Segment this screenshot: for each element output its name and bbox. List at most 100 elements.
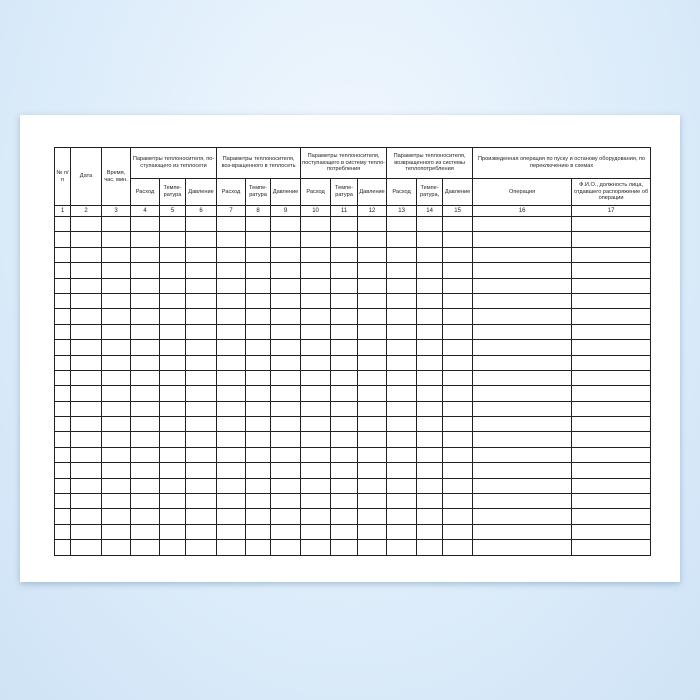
empty-cell[interactable]: [270, 277, 302, 294]
empty-cell[interactable]: [571, 292, 652, 310]
empty-cell[interactable]: [472, 354, 573, 371]
empty-cell[interactable]: [159, 477, 186, 495]
empty-cell[interactable]: [571, 231, 652, 248]
empty-cell[interactable]: [216, 308, 247, 325]
empty-cell[interactable]: [184, 339, 218, 356]
empty-cell[interactable]: [442, 493, 474, 510]
empty-cell[interactable]: [472, 416, 573, 433]
empty-cell[interactable]: [330, 477, 359, 495]
empty-cell[interactable]: [130, 493, 160, 510]
empty-cell[interactable]: [300, 539, 332, 556]
empty-cell[interactable]: [70, 308, 102, 325]
empty-cell[interactable]: [70, 400, 102, 418]
empty-cell[interactable]: [70, 523, 102, 541]
empty-cell[interactable]: [416, 523, 444, 541]
empty-cell[interactable]: [571, 431, 652, 448]
empty-cell[interactable]: [184, 385, 218, 402]
empty-cell[interactable]: [416, 508, 444, 525]
empty-cell[interactable]: [216, 323, 247, 341]
empty-cell[interactable]: [300, 354, 332, 371]
empty-cell[interactable]: [416, 215, 444, 233]
empty-cell[interactable]: [300, 400, 332, 418]
empty-cell[interactable]: [571, 385, 652, 402]
empty-cell[interactable]: [357, 292, 388, 310]
empty-cell[interactable]: [54, 462, 71, 479]
empty-cell[interactable]: [54, 323, 71, 341]
empty-cell[interactable]: [216, 231, 247, 248]
empty-cell[interactable]: [184, 231, 218, 248]
empty-cell[interactable]: [442, 508, 474, 525]
empty-cell[interactable]: [386, 539, 418, 556]
empty-cell[interactable]: [70, 354, 102, 371]
empty-cell[interactable]: [101, 493, 131, 510]
empty-cell[interactable]: [216, 493, 247, 510]
empty-cell[interactable]: [386, 215, 418, 233]
empty-cell[interactable]: [386, 277, 418, 294]
empty-cell[interactable]: [357, 539, 388, 556]
empty-cell[interactable]: [270, 369, 302, 387]
empty-cell[interactable]: [216, 462, 247, 479]
empty-cell[interactable]: [416, 246, 444, 264]
empty-cell[interactable]: [101, 477, 131, 495]
empty-cell[interactable]: [442, 262, 474, 279]
empty-cell[interactable]: [270, 400, 302, 418]
empty-cell[interactable]: [442, 231, 474, 248]
empty-cell[interactable]: [54, 246, 71, 264]
empty-cell[interactable]: [571, 508, 652, 525]
empty-cell[interactable]: [184, 354, 218, 371]
empty-cell[interactable]: [216, 354, 247, 371]
empty-cell[interactable]: [472, 323, 573, 341]
empty-cell[interactable]: [101, 385, 131, 402]
empty-cell[interactable]: [70, 323, 102, 341]
empty-cell[interactable]: [386, 369, 418, 387]
empty-cell[interactable]: [70, 416, 102, 433]
empty-cell[interactable]: [472, 477, 573, 495]
empty-cell[interactable]: [70, 369, 102, 387]
empty-cell[interactable]: [54, 477, 71, 495]
empty-cell[interactable]: [245, 477, 272, 495]
empty-cell[interactable]: [245, 308, 272, 325]
empty-cell[interactable]: [130, 308, 160, 325]
empty-cell[interactable]: [386, 354, 418, 371]
empty-cell[interactable]: [416, 493, 444, 510]
empty-cell[interactable]: [357, 431, 388, 448]
empty-cell[interactable]: [472, 385, 573, 402]
empty-cell[interactable]: [101, 431, 131, 448]
empty-cell[interactable]: [386, 523, 418, 541]
empty-cell[interactable]: [54, 231, 71, 248]
empty-cell[interactable]: [416, 539, 444, 556]
empty-cell[interactable]: [442, 292, 474, 310]
empty-cell[interactable]: [330, 231, 359, 248]
empty-cell[interactable]: [159, 246, 186, 264]
empty-cell[interactable]: [130, 231, 160, 248]
empty-cell[interactable]: [357, 308, 388, 325]
empty-cell[interactable]: [571, 354, 652, 371]
empty-cell[interactable]: [245, 493, 272, 510]
empty-cell[interactable]: [159, 369, 186, 387]
empty-cell[interactable]: [571, 446, 652, 464]
empty-cell[interactable]: [330, 277, 359, 294]
empty-cell[interactable]: [216, 539, 247, 556]
empty-cell[interactable]: [159, 446, 186, 464]
empty-cell[interactable]: [216, 262, 247, 279]
empty-cell[interactable]: [54, 339, 71, 356]
empty-cell[interactable]: [159, 339, 186, 356]
empty-cell[interactable]: [472, 462, 573, 479]
empty-cell[interactable]: [159, 262, 186, 279]
empty-cell[interactable]: [184, 400, 218, 418]
empty-cell[interactable]: [442, 385, 474, 402]
empty-cell[interactable]: [184, 369, 218, 387]
empty-cell[interactable]: [270, 231, 302, 248]
empty-cell[interactable]: [184, 523, 218, 541]
empty-cell[interactable]: [159, 385, 186, 402]
empty-cell[interactable]: [216, 246, 247, 264]
empty-cell[interactable]: [357, 416, 388, 433]
empty-cell[interactable]: [357, 385, 388, 402]
empty-cell[interactable]: [70, 385, 102, 402]
empty-cell[interactable]: [54, 523, 71, 541]
empty-cell[interactable]: [571, 523, 652, 541]
empty-cell[interactable]: [571, 277, 652, 294]
empty-cell[interactable]: [270, 446, 302, 464]
empty-cell[interactable]: [330, 523, 359, 541]
empty-cell[interactable]: [245, 508, 272, 525]
